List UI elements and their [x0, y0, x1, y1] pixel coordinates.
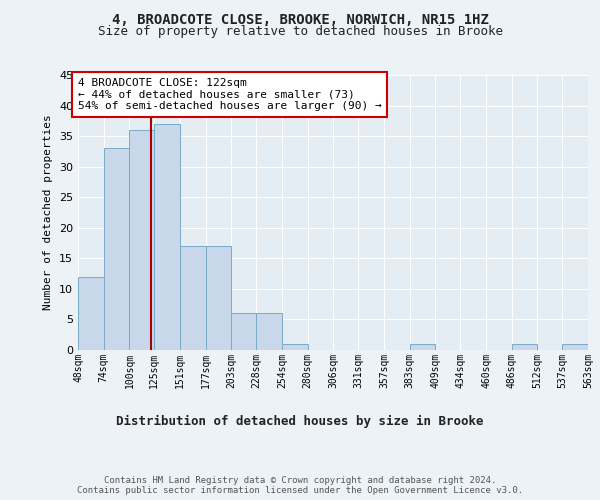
Bar: [180, 246, 206, 350]
Bar: [78, 276, 104, 350]
Bar: [130, 130, 154, 350]
Y-axis label: Number of detached properties: Number of detached properties: [43, 114, 53, 310]
Text: Size of property relative to detached houses in Brooke: Size of property relative to detached ho…: [97, 25, 503, 38]
Bar: [282, 344, 308, 350]
Text: 4, BROADCOTE CLOSE, BROOKE, NORWICH, NR15 1HZ: 4, BROADCOTE CLOSE, BROOKE, NORWICH, NR1…: [112, 12, 488, 26]
Bar: [232, 314, 256, 350]
Bar: [104, 148, 130, 350]
Bar: [256, 314, 282, 350]
Bar: [410, 344, 436, 350]
Text: Contains HM Land Registry data © Crown copyright and database right 2024.
Contai: Contains HM Land Registry data © Crown c…: [77, 476, 523, 495]
Text: 4 BROADCOTE CLOSE: 122sqm
← 44% of detached houses are smaller (73)
54% of semi-: 4 BROADCOTE CLOSE: 122sqm ← 44% of detac…: [78, 78, 382, 112]
Bar: [154, 124, 180, 350]
Bar: [562, 344, 588, 350]
Text: Distribution of detached houses by size in Brooke: Distribution of detached houses by size …: [116, 415, 484, 428]
Bar: [512, 344, 538, 350]
Bar: [206, 246, 232, 350]
